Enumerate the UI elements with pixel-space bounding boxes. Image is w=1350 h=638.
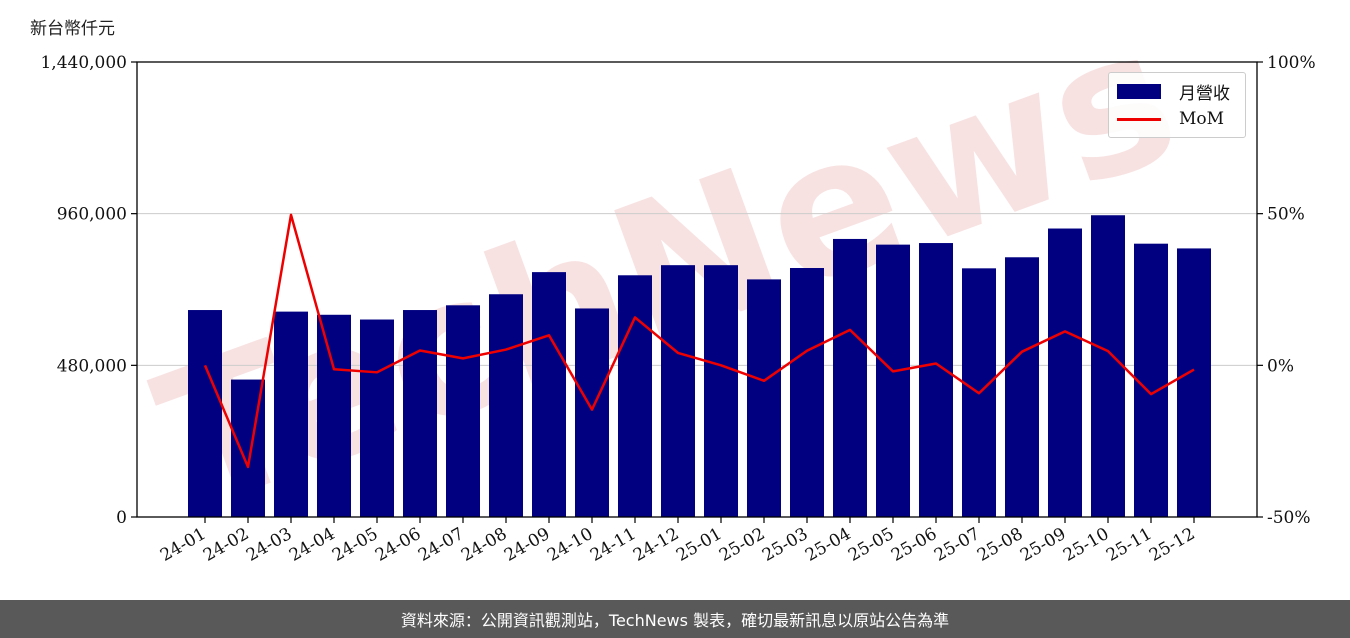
bar-25-03: [790, 268, 824, 517]
bar-25-01: [704, 265, 738, 517]
x-tick-label-25-08: 25-08: [974, 524, 1026, 566]
x-tick-label-24-05: 24-05: [329, 524, 381, 566]
bar-24-10: [575, 308, 609, 517]
bar-25-06: [919, 243, 953, 518]
source-footer: 資料來源：公開資訊觀測站，TechNews 製表，確切最新訊息以原站公告為準: [0, 600, 1350, 638]
y-left-tick-label-3: 1,440,000: [40, 53, 127, 73]
x-tick-label-24-08: 24-08: [458, 524, 510, 566]
x-tick-label-25-10: 25-10: [1060, 524, 1112, 566]
mom-line: [203, 213, 1195, 469]
bar-24-08: [489, 294, 523, 517]
x-tick-label-24-11: 24-11: [587, 524, 639, 566]
bar-25-08: [1005, 257, 1039, 517]
y-left-tick-label-1: 480,000: [57, 356, 127, 376]
x-tick-label-25-02: 25-02: [716, 524, 768, 566]
y-left-tick-label-0: 0: [116, 508, 127, 528]
plot-frame: [136, 61, 1258, 518]
y-right-tick-label-1: 0%: [1267, 356, 1294, 376]
x-tick-label-25-03: 25-03: [759, 524, 811, 566]
x-tick-label-25-12: 25-12: [1146, 524, 1198, 566]
legend-item-line: MoM: [1117, 107, 1224, 131]
bar-24-12: [661, 265, 695, 517]
x-tick-label-25-11: 25-11: [1103, 524, 1155, 566]
x-tick-label-24-07: 24-07: [415, 524, 467, 566]
bar-25-11: [1134, 243, 1168, 517]
y-right-tick-label-3: 100%: [1267, 53, 1316, 73]
x-tick-label-25-06: 25-06: [888, 524, 940, 566]
x-tick-label-25-07: 25-07: [931, 524, 983, 566]
x-tick-label-25-05: 25-05: [845, 524, 897, 566]
x-tick-label-25-01: 25-01: [673, 524, 725, 566]
bar-24-05: [360, 319, 394, 517]
x-tick-label-24-06: 24-06: [372, 524, 424, 566]
bar-24-04: [317, 314, 351, 517]
x-tick-label-24-04: 24-04: [286, 524, 338, 566]
bar-24-03: [274, 311, 308, 517]
legend: 月營收 MoM: [1108, 72, 1246, 138]
legend-item-bar: 月營收: [1117, 79, 1230, 104]
legend-bar-swatch: [1117, 83, 1161, 99]
y-right-tick-label-2: 50%: [1267, 205, 1305, 225]
legend-line-label: MoM: [1179, 109, 1225, 129]
bar-25-02: [747, 279, 781, 517]
bar-24-01: [188, 310, 222, 517]
x-tick-label-24-12: 24-12: [630, 524, 682, 566]
bar-24-11: [618, 275, 652, 517]
legend-line-swatch: [1117, 117, 1161, 121]
x-tick-label-24-10: 24-10: [544, 524, 596, 566]
x-tick-label-24-01: 24-01: [157, 524, 209, 566]
bar-25-05: [876, 244, 910, 517]
bar-25-04: [833, 238, 867, 517]
y-axis-unit-label: 新台幣仟元: [30, 19, 115, 39]
legend-bar-label: 月營收: [1179, 83, 1230, 104]
bar-25-09: [1048, 228, 1082, 517]
bar-24-06: [403, 310, 437, 517]
x-tick-label-25-04: 25-04: [802, 524, 854, 566]
x-tick-label-25-09: 25-09: [1017, 524, 1069, 566]
x-tick-label-24-09: 24-09: [501, 524, 553, 566]
y-left-tick-label-2: 960,000: [57, 205, 127, 225]
revenue-chart: TechNews0480,000960,0001,440,000-50%0%50…: [40, 0, 1316, 566]
bar-25-12: [1177, 248, 1211, 517]
bar-25-10: [1091, 215, 1125, 517]
bar-24-07: [446, 305, 480, 517]
bar-24-09: [532, 272, 566, 517]
y-right-tick-label-0: -50%: [1267, 508, 1311, 528]
